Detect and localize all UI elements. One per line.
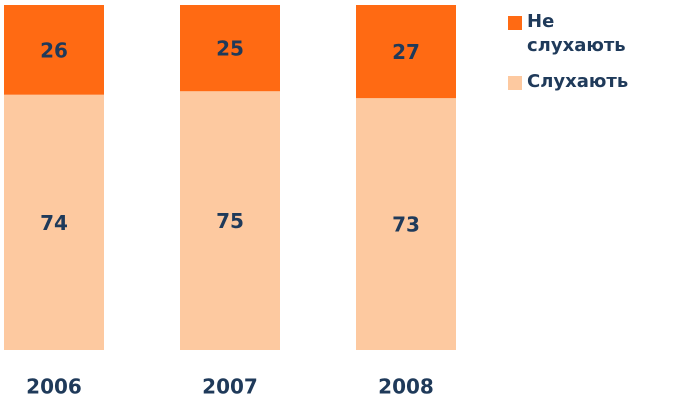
data-label: 74 [40,211,68,235]
legend-swatch [508,76,522,90]
x-tick-label: 2006 [26,375,82,399]
x-tick-label: 2008 [378,375,434,399]
legend-label: Не слухають [527,11,626,56]
data-label: 27 [392,40,420,64]
legend-label: Слухають [527,71,629,92]
data-label: 73 [392,213,420,237]
data-label: 26 [40,38,68,62]
bar-segment [180,91,280,350]
legend: Не слухають Слухають [508,10,673,106]
legend-item: Не слухають [508,10,673,58]
bar-segment [356,5,456,99]
bar-segment [180,5,280,92]
legend-item: Слухають [508,70,673,94]
bar-segment [4,94,104,350]
data-label: 75 [216,209,244,233]
data-label: 25 [216,37,244,61]
x-tick-label: 2007 [202,375,258,399]
bar-segment [356,98,456,351]
legend-swatch [508,16,522,30]
bar-segment [4,5,104,95]
